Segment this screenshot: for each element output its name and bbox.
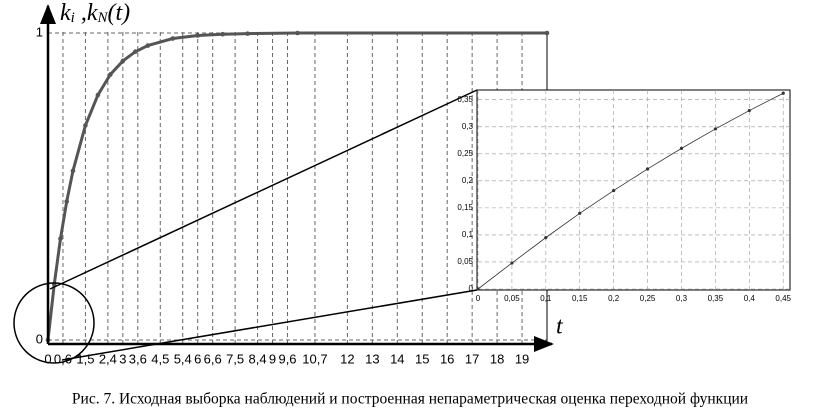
x-tick-label: 18 xyxy=(490,351,504,366)
label-text: ,k xyxy=(75,0,98,26)
x-tick-label: 14 xyxy=(390,351,404,366)
x-tick-label: 0,1 xyxy=(540,294,552,303)
data-point xyxy=(145,43,151,48)
data-point xyxy=(220,31,225,37)
x-tick-label: 7,5 xyxy=(226,351,244,366)
x-tick-label: 9 xyxy=(269,351,276,366)
y-tick-label: 0,2 xyxy=(462,176,474,185)
x-tick-label: 8,4 xyxy=(249,351,267,366)
x-tick-label: 6,6 xyxy=(204,351,222,366)
x-tick-label: 5,4 xyxy=(174,351,192,366)
x-tick-label: 0 xyxy=(476,294,481,303)
x-tick-label: 17 xyxy=(465,351,479,366)
x-tick-label: 16 xyxy=(440,351,454,366)
inset-frame xyxy=(476,89,791,291)
data-point xyxy=(83,123,88,128)
x-tick-label: 13 xyxy=(365,351,379,366)
x-tick-label: 4,5 xyxy=(151,351,169,366)
x-tick-label: 0,2 xyxy=(608,294,620,303)
data-point xyxy=(713,127,717,131)
x-tick-label: 0,4 xyxy=(744,294,756,303)
data-point xyxy=(295,30,300,36)
data-point xyxy=(95,92,101,98)
y-tick-label: 0,1 xyxy=(462,230,474,239)
data-point xyxy=(58,236,63,241)
x-tick-label: 3,6 xyxy=(129,351,147,366)
zoom-line xyxy=(49,89,478,290)
main-chart: 0 0,6 1,5 2,4 3 3,6 4,5 5,4 6 6,6 7,5 8,4 9 9,6 10,7 12… xyxy=(36,24,550,366)
x-tick-label: 19 xyxy=(515,351,529,366)
data-point xyxy=(781,91,785,95)
x-axis-label: t xyxy=(556,314,564,340)
x-tick-label: 0,35 xyxy=(708,294,724,303)
x-tick-label: 0,45 xyxy=(775,294,791,303)
zoom-line xyxy=(61,289,478,361)
x-tick-label: 0,3 xyxy=(676,294,688,303)
y-tick-label: 0,35 xyxy=(457,95,473,104)
x-tick-label: 0,25 xyxy=(640,294,656,303)
data-point xyxy=(612,188,616,193)
data-point xyxy=(70,168,76,174)
y-tick-label: 0,3 xyxy=(462,122,474,131)
x-tick-label: 6 xyxy=(194,351,201,366)
y-tick-label: 0,05 xyxy=(457,257,473,266)
x-tick-label: 2,4 xyxy=(99,351,117,366)
y-tick-label: 0 xyxy=(36,331,43,346)
caption: Рис. 7. Исходная выборка наблюдений и по… xyxy=(72,391,748,408)
data-point xyxy=(679,146,684,151)
x-tick-label: 0 xyxy=(44,351,51,366)
x-tick-label: 3 xyxy=(119,351,126,366)
x-tick-label: 9,6 xyxy=(278,351,296,366)
y-tick-label: 1 xyxy=(36,24,43,39)
x-tick-label: 15 xyxy=(415,351,429,366)
y-tick-label: 0 xyxy=(469,284,474,293)
data-point xyxy=(195,33,200,38)
data-point xyxy=(170,36,176,41)
data-point xyxy=(510,261,514,265)
zoom-circle xyxy=(13,282,95,364)
label-text: k xyxy=(60,0,71,26)
y-tick-label: 0,15 xyxy=(457,203,473,212)
label-subscript: N xyxy=(96,10,108,26)
data-line xyxy=(477,92,784,290)
data-point xyxy=(747,108,751,113)
label-text: (t) xyxy=(108,0,131,26)
data-point xyxy=(544,30,550,36)
data-point xyxy=(476,287,480,291)
data-point xyxy=(645,167,650,171)
data-point xyxy=(120,58,126,64)
x-tick-label: 10,7 xyxy=(302,351,327,366)
data-point xyxy=(245,31,250,36)
x-tick-label: 0,15 xyxy=(572,294,588,303)
x-tick-label: 12 xyxy=(340,351,354,366)
y-tick-label: 0,25 xyxy=(457,149,473,158)
data-point xyxy=(108,72,113,77)
data-point xyxy=(578,211,582,215)
data-point xyxy=(133,49,138,55)
inset-chart: 0 0,05 0,1 0,15 0,2 0,25 0,3 0,35 0,4 0,45 0 0,05 0,… xyxy=(457,90,792,303)
data-point xyxy=(544,236,548,240)
label-subscript: i xyxy=(71,10,75,26)
y-axis-label: ki ,kN(t) xyxy=(60,0,130,26)
data-point xyxy=(64,199,70,204)
x-tick-label: 0,05 xyxy=(504,294,520,303)
